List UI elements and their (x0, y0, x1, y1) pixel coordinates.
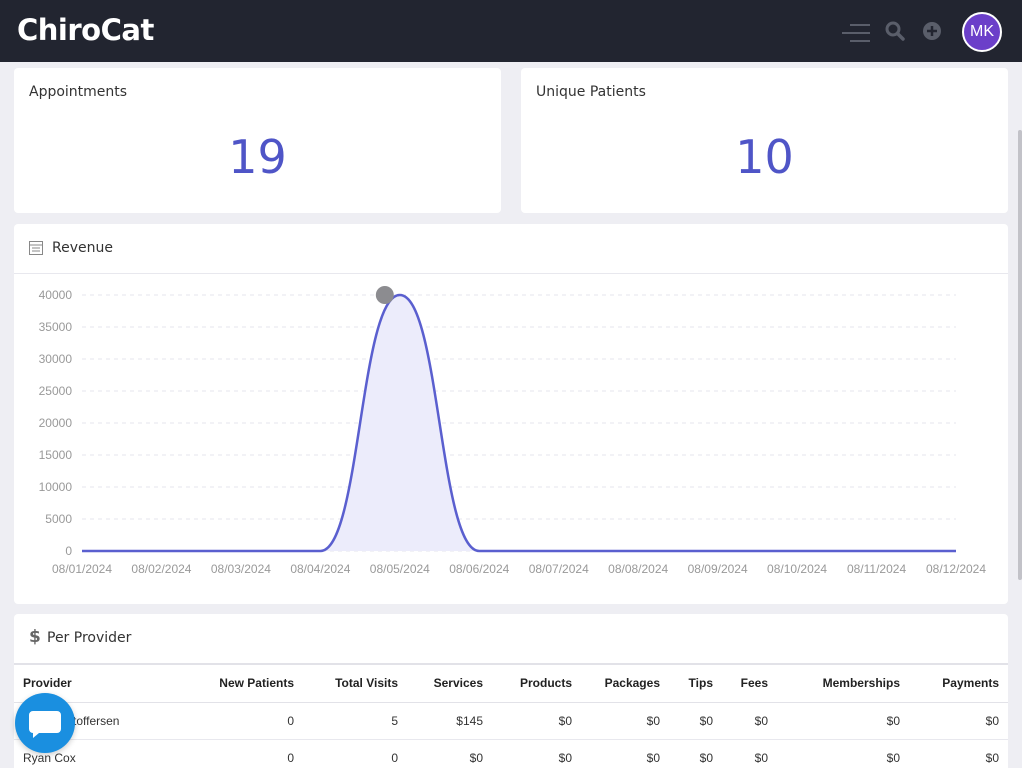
x-tick-label: 08/03/2024 (211, 562, 271, 576)
cell-fees: $0 (722, 702, 777, 740)
cell-products: $0 (492, 702, 581, 740)
cell-products: $0 (492, 739, 581, 768)
table-row[interactable]: Jim Christoffersen 0 5 $145 $0 $0 $0 $0 … (14, 702, 1008, 740)
x-tick-label: 08/10/2024 (767, 562, 827, 576)
x-tick-label: 08/09/2024 (688, 562, 748, 576)
cell-new-patients: 0 (164, 739, 303, 768)
col-tips[interactable]: Tips (669, 663, 722, 703)
cell-packages: $0 (581, 739, 669, 768)
cell-tips: $0 (669, 702, 722, 740)
col-total-visits[interactable]: Total Visits (303, 663, 407, 703)
top-navbar: ChiroCat MK (0, 0, 1022, 62)
y-tick-label: 10000 (39, 480, 73, 494)
revenue-title: Revenue (52, 240, 113, 256)
table-header-row: Provider New Patients Total Visits Servi… (14, 663, 1008, 703)
x-tick-label: 08/04/2024 (290, 562, 350, 576)
dollar-icon: $ (29, 627, 41, 647)
x-tick-label: 08/01/2024 (52, 562, 112, 576)
col-services[interactable]: Services (407, 663, 492, 703)
search-icon[interactable] (884, 20, 906, 42)
cell-tips: $0 (669, 739, 722, 768)
y-tick-label: 0 (65, 544, 72, 558)
x-tick-label: 08/11/2024 (847, 562, 906, 576)
calendar-icon (29, 241, 43, 255)
cell-packages: $0 (581, 702, 669, 740)
y-tick-label: 30000 (39, 352, 73, 366)
chat-icon (29, 711, 61, 738)
per-provider-card: $ Per Provider Provider New Patients Tot… (14, 614, 1008, 768)
table-row[interactable]: Ryan Cox 0 0 $0 $0 $0 $0 $0 $0 $0 (14, 739, 1008, 768)
col-payments[interactable]: Payments (909, 663, 1008, 703)
cell-services: $145 (407, 702, 492, 740)
appointments-label: Appointments (29, 84, 128, 100)
data-point[interactable] (375, 286, 394, 304)
cell-new-patients: 0 (164, 702, 303, 740)
revenue-line (82, 293, 956, 553)
add-circle-icon[interactable] (921, 20, 943, 42)
revenue-card: Revenue 0 5000 10000 15000 20000 25000 30000 35… (14, 224, 1008, 604)
x-tick-label: 08/08/2024 (608, 562, 668, 576)
cell-total-visits: 0 (303, 739, 407, 768)
x-tick-label: 08/02/2024 (131, 562, 191, 576)
col-memberships[interactable]: Memberships (777, 663, 909, 703)
chat-launcher-button[interactable] (15, 693, 75, 753)
x-tick-label: 08/07/2024 (529, 562, 589, 576)
user-avatar[interactable]: MK (962, 12, 1002, 52)
unique-patients-label: Unique Patients (536, 84, 646, 100)
cell-memberships: $0 (777, 739, 909, 768)
x-tick-label: 08/12/2024 (926, 562, 986, 576)
y-tick-label: 25000 (39, 384, 73, 398)
y-tick-label: 40000 (39, 288, 73, 302)
y-tick-label: 15000 (39, 448, 73, 462)
appointments-card: Appointments 19 (14, 68, 501, 213)
col-packages[interactable]: Packages (581, 663, 669, 703)
revenue-header: Revenue (14, 224, 1008, 274)
y-tick-label: 5000 (45, 512, 72, 526)
col-products[interactable]: Products (492, 663, 581, 703)
cell-fees: $0 (722, 739, 777, 768)
col-fees[interactable]: Fees (722, 663, 777, 703)
y-tick-label: 35000 (39, 320, 73, 334)
page-scrollbar[interactable] (1018, 130, 1022, 580)
unique-patients-value: 10 (735, 130, 794, 184)
cell-total-visits: 5 (303, 702, 407, 740)
cell-payments: $0 (909, 739, 1008, 768)
cell-memberships: $0 (777, 702, 909, 740)
col-new-patients[interactable]: New Patients (164, 663, 303, 703)
x-tick-label: 08/06/2024 (449, 562, 509, 576)
cell-payments: $0 (909, 702, 1008, 740)
revenue-chart: 0 5000 10000 15000 20000 25000 30000 35000 40000… (39, 286, 986, 576)
x-tick-label: 08/05/2024 (370, 562, 430, 576)
appointments-value: 19 (228, 130, 287, 184)
per-provider-title: Per Provider (47, 630, 132, 646)
y-tick-label: 20000 (39, 416, 73, 430)
unique-patients-card: Unique Patients 10 (521, 68, 1008, 213)
cell-services: $0 (407, 739, 492, 768)
per-provider-table: Provider New Patients Total Visits Servi… (14, 663, 1008, 768)
chirocat-logo[interactable]: ChiroCat (17, 13, 154, 47)
menu-icon[interactable] (842, 22, 870, 44)
